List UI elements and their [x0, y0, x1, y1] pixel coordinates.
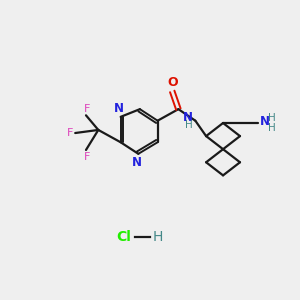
Text: F: F [84, 104, 90, 114]
Text: H: H [268, 123, 276, 134]
Text: H: H [153, 230, 164, 244]
Text: Cl: Cl [116, 230, 130, 244]
Text: H: H [185, 120, 193, 130]
Text: N: N [132, 156, 142, 169]
Text: F: F [67, 128, 73, 138]
Text: N: N [114, 101, 124, 115]
Text: N: N [183, 111, 193, 124]
Text: H: H [268, 112, 276, 123]
Text: F: F [84, 152, 90, 161]
Text: N: N [260, 115, 270, 128]
Text: O: O [168, 76, 178, 89]
